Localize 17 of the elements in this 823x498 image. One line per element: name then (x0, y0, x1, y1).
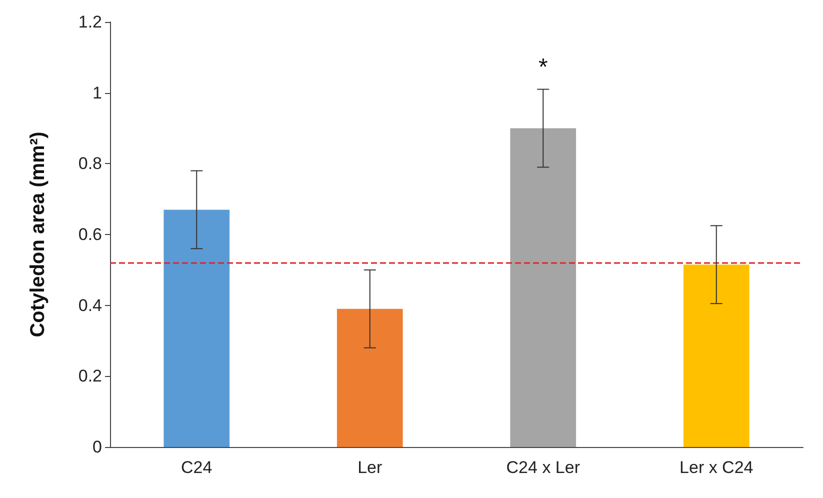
y-tick-label: 1.2 (78, 12, 102, 32)
y-tick-label: 1 (92, 83, 102, 102)
bar (510, 128, 576, 447)
y-tick-label: 0.2 (78, 366, 102, 386)
y-tick-label: 0.8 (78, 154, 102, 174)
y-tick-label: 0 (92, 438, 102, 456)
x-tick-label: C24 (181, 458, 212, 477)
y-tick-label: 0.4 (78, 296, 102, 315)
x-tick-label: C24 x Ler (506, 458, 580, 477)
bar (683, 264, 750, 447)
x-tick-label: Ler (358, 458, 382, 477)
bar (164, 210, 230, 447)
y-axis-title: Cotyledon area (mm²) (27, 132, 49, 338)
bar (336, 308, 403, 447)
annotation: * (538, 54, 548, 81)
x-tick-label: Ler x C24 (680, 458, 754, 477)
y-tick-label: 0.6 (78, 225, 102, 244)
